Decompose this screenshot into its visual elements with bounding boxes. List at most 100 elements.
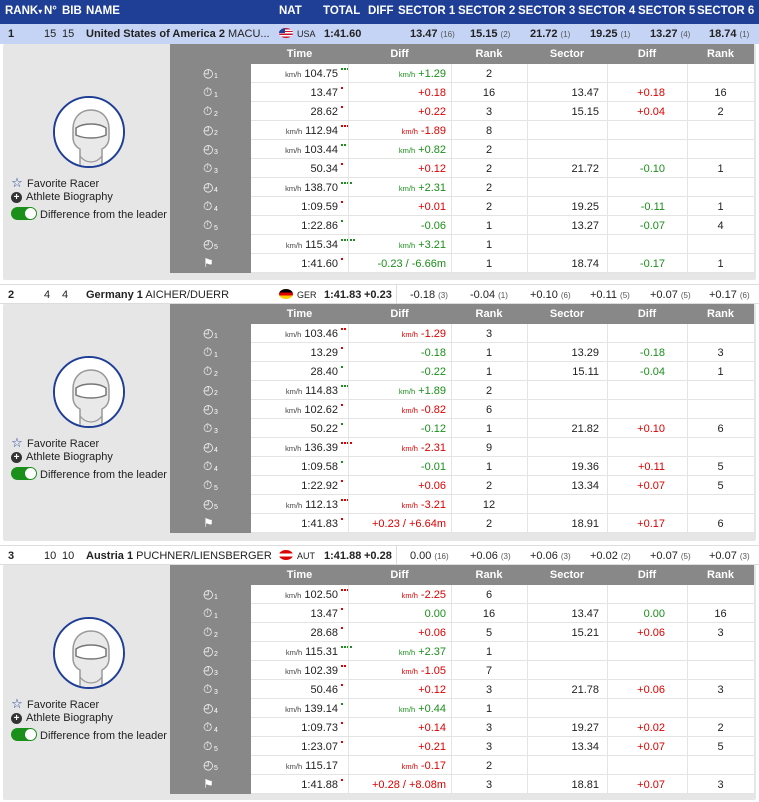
split-icon-cell: ⏱ 4 <box>170 718 251 737</box>
team-no: 4 <box>44 289 51 301</box>
sector-rank: 4 <box>717 220 724 232</box>
col-total[interactable]: TOTAL <box>323 5 361 17</box>
split-time: km/h 102.62 <box>285 404 338 416</box>
sector-rank: 1 <box>717 366 724 378</box>
sector-rank: 1 <box>717 258 724 270</box>
sector-rank: 2 <box>717 106 724 118</box>
col-sector-1[interactable]: SECTOR 1 <box>398 5 456 17</box>
split-bar <box>341 646 353 649</box>
team-summary-row[interactable]: 2 4 4 Germany 1 AICHER/DUERR GER 1:41.83 +0.23… <box>0 284 759 305</box>
col-diff[interactable]: DIFF <box>368 5 394 17</box>
split-bar <box>341 404 344 407</box>
split-icon-cell: ◴ 1 <box>170 64 251 83</box>
speed-icon: ◴ <box>203 66 214 80</box>
athlete-info: ☆ Favorite Racer + Athlete Biography Differe… <box>3 565 169 800</box>
clock-icon: ⏱ <box>203 421 213 435</box>
team-nat: AUT <box>279 550 315 561</box>
split-row: ◴ 2 km/h 114.83 km/h +1.89 2 <box>170 381 754 400</box>
team-bib: 4 <box>62 289 69 301</box>
col-sector-3[interactable]: SECTOR 3 <box>518 5 576 17</box>
split-bar <box>341 518 344 521</box>
split-icon-cell: ⏱ 2 <box>170 623 251 642</box>
team-name[interactable]: Austria 1 PUCHNER/LIENSBERGER <box>86 550 272 562</box>
col-sector-5[interactable]: SECTOR 5 <box>638 5 696 17</box>
col-name[interactable]: NAME <box>86 5 120 17</box>
clock-icon: ⏱ <box>203 345 213 359</box>
difference-toggle[interactable]: Difference from the leader <box>11 728 167 742</box>
split-icon-cell: ◴ 2 <box>170 381 251 400</box>
split-rank: 5 <box>485 627 493 639</box>
sector-time: 19.25 <box>571 201 599 213</box>
team-bib: 15 <box>62 28 75 40</box>
split-time: 1:41.88 <box>301 779 338 791</box>
split-icon-cell: ◴ 1 <box>170 585 251 604</box>
athlete-biography-link[interactable]: + Athlete Biography <box>11 451 113 463</box>
team-athletes: PUCHNER/LIENSBERGER <box>136 550 272 562</box>
sector-rank: 3 <box>717 684 724 696</box>
split-time: 50.46 <box>310 684 338 696</box>
split-icon-cell: ⚑ <box>170 775 251 794</box>
team-summary-row[interactable]: 3 10 10 Austria 1 PUCHNER/LIENSBERGER AUT 1:4… <box>0 545 759 566</box>
col-sector-2[interactable]: SECTOR 2 <box>458 5 516 17</box>
split-row: ◴ 2 km/h 112.94 km/h -1.89 8 <box>170 121 754 140</box>
split-time: 1:41.60 <box>301 258 338 270</box>
col-sector-6[interactable]: SECTOR 6 <box>697 5 755 17</box>
sector-time: 15.11 <box>572 366 599 378</box>
split-rank: 2 <box>485 518 493 530</box>
sector-time: 13.29 <box>571 347 599 359</box>
split-bar <box>341 201 344 204</box>
split-rank: 3 <box>485 684 493 696</box>
toggle-switch[interactable] <box>11 728 37 741</box>
favorite-racer-link[interactable]: ☆ Favorite Racer <box>11 435 100 450</box>
split-row: ⏱ 3 50.34 +0.12 2 21.72 -0.10 1 <box>170 159 754 178</box>
speed-icon: ◴ <box>203 663 214 677</box>
difference-toggle[interactable]: Difference from the leader <box>11 207 167 221</box>
athlete-biography-link[interactable]: + Athlete Biography <box>11 712 113 724</box>
col-nat[interactable]: NAT <box>279 5 302 17</box>
split-row: ⏱ 5 1:23.07 +0.21 3 13.34 +0.07 5 <box>170 737 754 756</box>
team-name[interactable]: Germany 1 AICHER/DUERR <box>86 289 229 301</box>
sector-rank: 3 <box>717 627 724 639</box>
split-bar <box>341 87 344 90</box>
split-icon-cell: ⏱ 2 <box>170 102 251 121</box>
difference-toggle[interactable]: Difference from the leader <box>11 467 167 481</box>
split-row: ◴ 4 km/h 138.70 km/h +2.31 2 <box>170 178 754 197</box>
sector-time: 21.78 <box>571 684 599 696</box>
col-sector-4[interactable]: SECTOR 4 <box>578 5 636 17</box>
athlete-biography-link[interactable]: + Athlete Biography <box>11 191 113 203</box>
clock-icon: ⏱ <box>203 606 213 620</box>
flag-icon: ⚑ <box>203 777 214 791</box>
team-country: United States of America 2 <box>86 28 225 40</box>
split-rank: 3 <box>485 328 493 340</box>
col-bib[interactable]: BIB <box>62 5 82 17</box>
sector-rank: 5 <box>717 461 724 473</box>
split-icon-cell: ⏱ 4 <box>170 197 251 216</box>
split-bar <box>341 106 344 109</box>
favorite-racer-link[interactable]: ☆ Favorite Racer <box>11 696 100 711</box>
split-diff: km/h +0.82 <box>398 144 446 156</box>
toggle-switch[interactable] <box>11 207 37 220</box>
split-row: ◴ 1 km/h 102.50 km/h -2.25 6 <box>170 585 754 604</box>
split-time: km/h 138.70 <box>285 182 338 194</box>
split-rank: 3 <box>485 106 493 118</box>
col-rank[interactable]: RANK▾ <box>5 5 43 17</box>
sector-diff: +0.04 <box>637 106 665 118</box>
split-row: ◴ 3 km/h 102.39 km/h -1.05 7 <box>170 661 754 680</box>
favorite-racer-link[interactable]: ☆ Favorite Racer <box>11 175 100 190</box>
split-diff: -0.12 <box>420 423 446 435</box>
sector-time: 13.27 <box>571 220 599 232</box>
toggle-switch[interactable] <box>11 467 37 480</box>
split-time: 1:09.73 <box>301 722 338 734</box>
team-summary-row[interactable]: 1 15 15 United States of America 2 MACU... U… <box>0 24 759 44</box>
split-diff: +0.12 <box>418 163 446 175</box>
col-no[interactable]: N° <box>44 5 57 17</box>
sector-time: 19.36 <box>571 461 599 473</box>
split-diff: +0.12 <box>418 684 446 696</box>
team-name[interactable]: United States of America 2 MACU... <box>86 28 270 40</box>
split-bar <box>341 703 344 706</box>
split-diff: km/h +2.31 <box>398 182 446 194</box>
split-bar <box>341 347 344 350</box>
sector-rank: 1 <box>717 163 724 175</box>
split-rank: 7 <box>485 665 493 677</box>
team-rank: 2 <box>8 289 15 301</box>
